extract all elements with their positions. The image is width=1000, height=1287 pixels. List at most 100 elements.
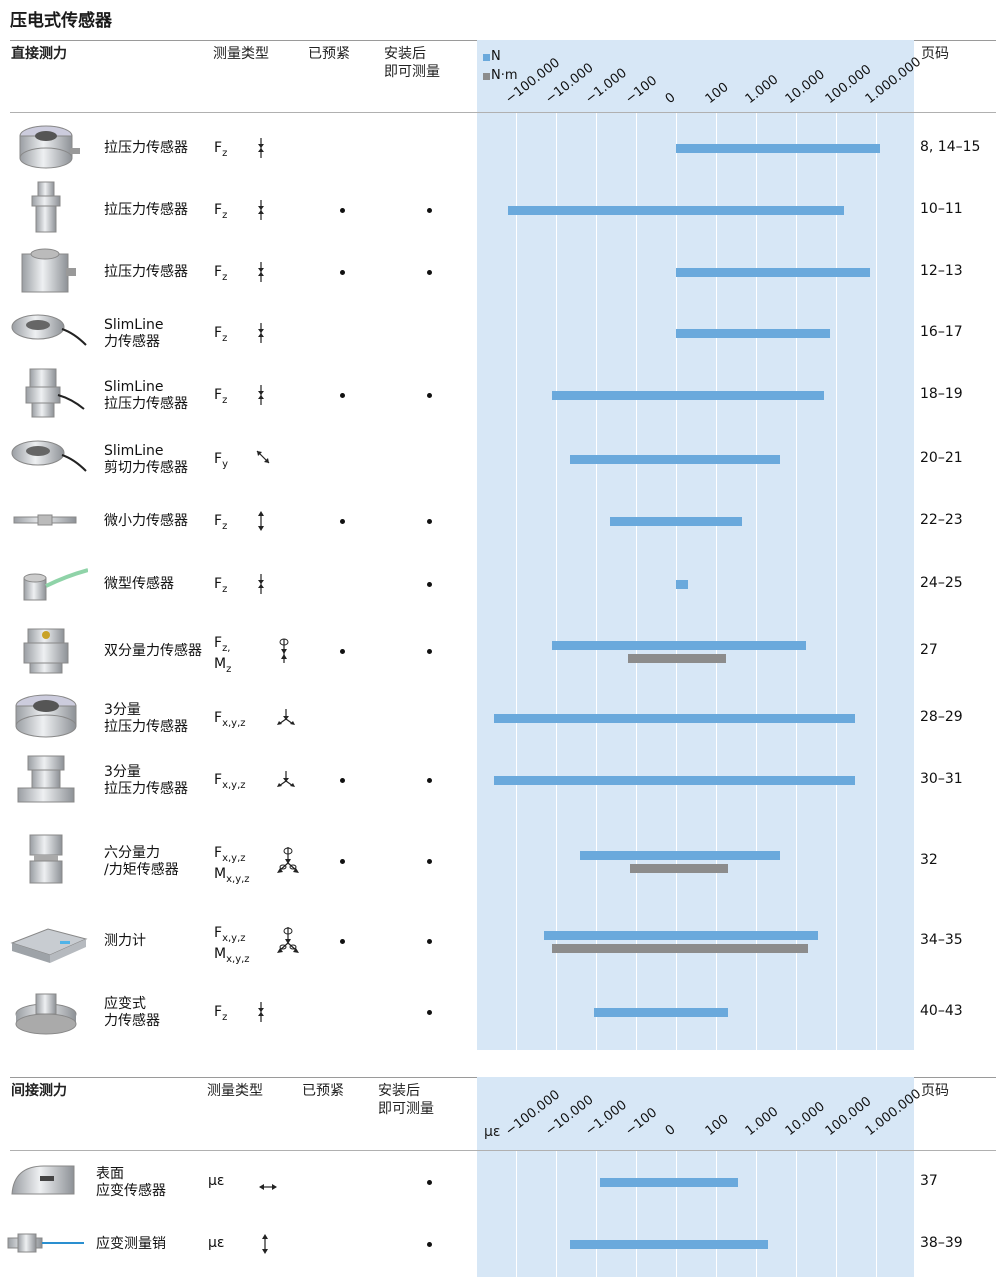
direction-icon: [276, 925, 300, 957]
col-ready-line1: 安装后: [384, 46, 426, 62]
range-bar-force: [676, 329, 830, 338]
product-name: 拉压力传感器: [104, 140, 188, 157]
direct-gridline: [796, 113, 797, 1050]
product-image: [8, 491, 88, 547]
ready-dot: [427, 1180, 432, 1185]
preloaded-dot: [340, 649, 345, 654]
product-name-line: 表面: [96, 1165, 124, 1182]
col-page-header: 页码: [921, 46, 949, 62]
header-rule-direct: [10, 112, 996, 113]
indirect-gridline: [676, 1151, 677, 1277]
product-image: [8, 118, 88, 174]
ready-dot: [427, 859, 432, 864]
page-ref: 27: [920, 642, 938, 658]
direction-icon: [256, 510, 266, 532]
product-image: [8, 303, 88, 359]
preloaded-dot: [340, 270, 345, 275]
page-ref: 37: [920, 1173, 938, 1189]
product-name: 微型传感器: [104, 576, 174, 593]
legend-nm-label: N·m: [491, 68, 518, 83]
page-ref: 22–23: [920, 512, 963, 528]
page-title: 压电式传感器: [10, 11, 112, 31]
product-name-line: 应变测量销: [96, 1236, 166, 1252]
preloaded-dot: [340, 208, 345, 213]
ready-dot: [427, 582, 432, 587]
measure-type-moment: Mz: [214, 656, 232, 676]
direction-icon: [256, 573, 266, 595]
product-name: 应变测量销: [96, 1236, 166, 1253]
measure-type: Fz: [214, 140, 227, 162]
ready-dot: [427, 939, 432, 944]
col-ready-header-indirect: 安装后 即可测量: [378, 1082, 434, 1118]
range-bar-force: [580, 851, 780, 860]
product-name-line: 3分量: [104, 701, 141, 718]
direction-icon: [276, 707, 296, 729]
legend-nm-swatch: [483, 73, 490, 80]
product-name: 应变式 力传感器: [104, 996, 160, 1030]
indirect-gridline: [636, 1151, 637, 1277]
indirect-gridline: [876, 1151, 877, 1277]
ready-dot: [427, 1010, 432, 1015]
range-bar-force: [676, 268, 870, 277]
measure-type: Fx,y,z Mx,y,z: [214, 845, 250, 889]
measure-type: με: [208, 1235, 225, 1251]
measure-type-force: Fz: [214, 140, 228, 159]
product-name-line: 拉压力传感器: [104, 202, 188, 218]
indirect-gridline: [756, 1151, 757, 1277]
range-bar-force: [544, 931, 818, 940]
product-name-line: 测力计: [104, 933, 146, 949]
range-bar-force: [552, 391, 824, 400]
measure-type: Fy: [214, 451, 228, 473]
range-panel-direct: [477, 40, 914, 1050]
measure-type: Fx,y,z: [214, 710, 246, 732]
product-name: 表面 应变传感器: [96, 1166, 166, 1200]
range-bar-force: [508, 206, 844, 215]
direction-icon: [260, 1233, 270, 1259]
direction-icon: [256, 199, 266, 221]
product-image: [8, 365, 88, 421]
ready-dot: [427, 649, 432, 654]
page-ref: 40–43: [920, 1003, 963, 1019]
measure-type-force: Fy: [214, 451, 228, 470]
product-name-line: 拉压力传感器: [104, 140, 188, 156]
direction-icon: [256, 1001, 266, 1023]
page-ref: 8, 14–15: [920, 139, 981, 155]
measure-type: Fz: [214, 513, 227, 535]
measure-type-force: Fx,y,z: [214, 772, 246, 791]
measure-type: Fz: [214, 202, 227, 224]
page-ref: 28–29: [920, 709, 963, 725]
measure-type: Fz: [214, 264, 227, 286]
measure-type: Fx,y,z Mx,y,z: [214, 925, 250, 969]
direction-icon: [276, 769, 296, 791]
direct-gridline: [716, 113, 717, 1050]
product-name-line: 3分量: [104, 763, 141, 780]
col-ready-line2-indirect: 即可测量: [378, 1101, 434, 1117]
page-ref: 12–13: [920, 263, 963, 279]
direct-gridline: [756, 113, 757, 1050]
product-name-line: 拉压力传感器: [104, 264, 188, 280]
measure-type-force: Fz: [214, 1004, 228, 1023]
product-name: 双分量力传感器: [104, 643, 202, 660]
page-ref: 20–21: [920, 450, 963, 466]
product-image: [8, 180, 88, 236]
page-ref: 24–25: [920, 575, 963, 591]
indirect-gridline: [596, 1151, 597, 1277]
measure-type-force: Fz: [214, 325, 228, 344]
product-name-line: 应变传感器: [96, 1182, 166, 1199]
range-bar-moment: [628, 654, 726, 663]
page-ref: 16–17: [920, 324, 963, 340]
indirect-gridline: [556, 1151, 557, 1277]
measure-type: Fx,y,z: [214, 772, 246, 794]
product-image: [8, 688, 88, 744]
direction-icon: [254, 448, 272, 470]
measure-type: Fz: [214, 387, 227, 409]
col-page-header-indirect: 页码: [921, 1083, 949, 1099]
product-image: [8, 831, 88, 887]
preloaded-dot: [340, 519, 345, 524]
direct-gridline: [636, 113, 637, 1050]
measure-type: Fz: [214, 325, 227, 347]
section-heading-indirect: 间接测力: [11, 1083, 67, 1099]
col-type-header: 测量类型: [213, 46, 269, 62]
preloaded-dot: [340, 778, 345, 783]
range-bar-moment: [630, 864, 728, 873]
